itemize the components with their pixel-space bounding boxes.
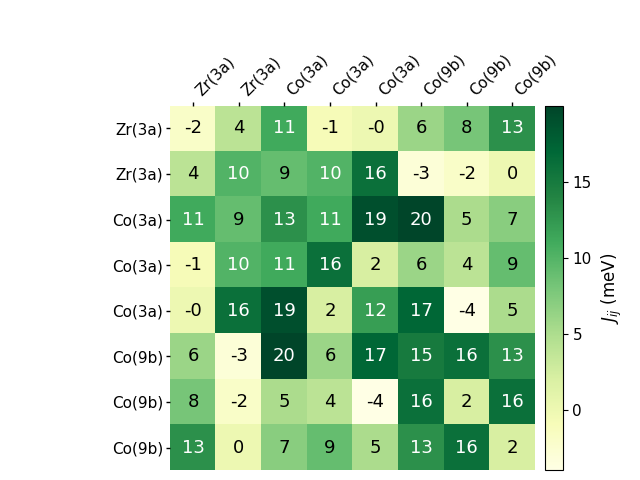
Text: 16: 16 xyxy=(501,393,524,411)
Text: -1: -1 xyxy=(321,120,339,137)
Text: 12: 12 xyxy=(364,302,387,320)
Text: 20: 20 xyxy=(273,348,296,365)
Text: 17: 17 xyxy=(410,302,433,320)
Text: 13: 13 xyxy=(501,348,524,365)
Text: 8: 8 xyxy=(188,393,199,411)
Text: 2: 2 xyxy=(370,256,381,274)
Text: 6: 6 xyxy=(188,348,199,365)
Text: 0: 0 xyxy=(507,165,518,183)
Text: 19: 19 xyxy=(364,211,387,228)
Text: 13: 13 xyxy=(410,439,433,456)
Text: 11: 11 xyxy=(273,120,296,137)
Text: 15: 15 xyxy=(410,348,433,365)
Text: 16: 16 xyxy=(364,165,387,183)
Text: 17: 17 xyxy=(364,348,387,365)
Text: 8: 8 xyxy=(461,120,472,137)
Text: 4: 4 xyxy=(324,393,336,411)
Text: 9: 9 xyxy=(278,165,290,183)
Text: 2: 2 xyxy=(324,302,336,320)
Y-axis label: $J_{ij}$ (meV): $J_{ij}$ (meV) xyxy=(600,252,624,324)
Text: -0: -0 xyxy=(367,120,385,137)
Text: -0: -0 xyxy=(184,302,202,320)
Text: -1: -1 xyxy=(184,256,202,274)
Text: 5: 5 xyxy=(461,211,472,228)
Text: 5: 5 xyxy=(278,393,290,411)
Text: 16: 16 xyxy=(319,256,341,274)
Text: -2: -2 xyxy=(184,120,202,137)
Text: 4: 4 xyxy=(461,256,472,274)
Text: -2: -2 xyxy=(458,165,476,183)
Text: 7: 7 xyxy=(278,439,290,456)
Text: 13: 13 xyxy=(273,211,296,228)
Text: 4: 4 xyxy=(233,120,244,137)
Text: 16: 16 xyxy=(456,439,478,456)
Text: 16: 16 xyxy=(227,302,250,320)
Text: 6: 6 xyxy=(324,348,335,365)
Text: 9: 9 xyxy=(507,256,518,274)
Text: 2: 2 xyxy=(507,439,518,456)
Text: 6: 6 xyxy=(415,120,427,137)
Text: 11: 11 xyxy=(273,256,296,274)
Text: -4: -4 xyxy=(367,393,385,411)
Text: -2: -2 xyxy=(230,393,248,411)
Text: 5: 5 xyxy=(507,302,518,320)
Text: 11: 11 xyxy=(319,211,341,228)
Text: -4: -4 xyxy=(458,302,476,320)
Text: 16: 16 xyxy=(410,393,433,411)
Text: 16: 16 xyxy=(456,348,478,365)
Text: 10: 10 xyxy=(319,165,341,183)
Text: -3: -3 xyxy=(230,348,248,365)
Text: 5: 5 xyxy=(370,439,381,456)
Text: 19: 19 xyxy=(273,302,296,320)
Text: -3: -3 xyxy=(412,165,430,183)
Text: 9: 9 xyxy=(324,439,336,456)
Text: 4: 4 xyxy=(188,165,199,183)
Text: 10: 10 xyxy=(227,165,250,183)
Text: 9: 9 xyxy=(233,211,244,228)
Text: 13: 13 xyxy=(501,120,524,137)
Text: 0: 0 xyxy=(233,439,244,456)
Text: 7: 7 xyxy=(507,211,518,228)
Text: 11: 11 xyxy=(182,211,205,228)
Text: 10: 10 xyxy=(227,256,250,274)
Text: 13: 13 xyxy=(182,439,205,456)
Text: 2: 2 xyxy=(461,393,472,411)
Text: 6: 6 xyxy=(415,256,427,274)
Text: 20: 20 xyxy=(410,211,433,228)
